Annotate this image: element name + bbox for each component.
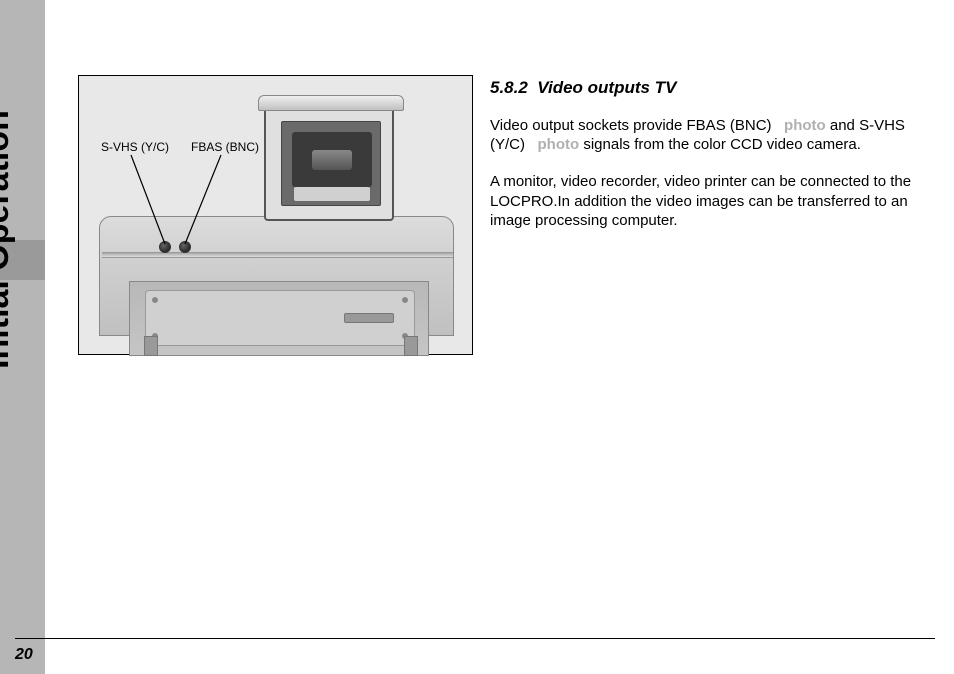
lens-label-strip (294, 187, 370, 201)
figure: S-VHS (Y/C) FBAS (BNC) (78, 75, 473, 355)
page-number: 20 (15, 646, 33, 664)
section-title: Initial Operation (0, 110, 17, 369)
paragraph-2: A monitor, video recorder, video printer… (490, 172, 920, 230)
content: 5.8.2 Video outputs TV Video output sock… (490, 78, 920, 230)
footer-line (15, 638, 935, 639)
para1-c: signals from the color CCD video camera. (579, 136, 861, 153)
device-seam (102, 252, 453, 258)
device-slot (344, 313, 394, 323)
arrow-icon (529, 136, 537, 153)
lens-element (312, 150, 352, 170)
device-plate (145, 290, 415, 346)
lens-top (258, 95, 404, 111)
heading-number: 5.8.2 (490, 78, 528, 97)
heading: 5.8.2 Video outputs TV (490, 78, 920, 98)
screw-icon (402, 297, 408, 303)
heading-text: Video outputs TV (537, 78, 676, 97)
photo-ref: photo (784, 117, 826, 134)
arrow-icon (776, 117, 784, 134)
photo-ref: photo (538, 136, 580, 153)
device-lower-panel (129, 281, 429, 356)
para1-a: Video output sockets provide FBAS (BNC) (490, 117, 776, 134)
label-svhs: S-VHS (Y/C) (101, 140, 169, 154)
screw-icon (152, 297, 158, 303)
paragraph-1: Video output sockets provide FBAS (BNC) … (490, 116, 920, 154)
connector-fbas (179, 241, 191, 253)
lens-housing (264, 101, 394, 221)
label-fbas: FBAS (BNC) (191, 140, 259, 154)
device-leg (404, 336, 418, 356)
lens-inner (281, 121, 381, 206)
device-leg (144, 336, 158, 356)
connector-svhs (159, 241, 171, 253)
lens-aperture (292, 132, 372, 187)
